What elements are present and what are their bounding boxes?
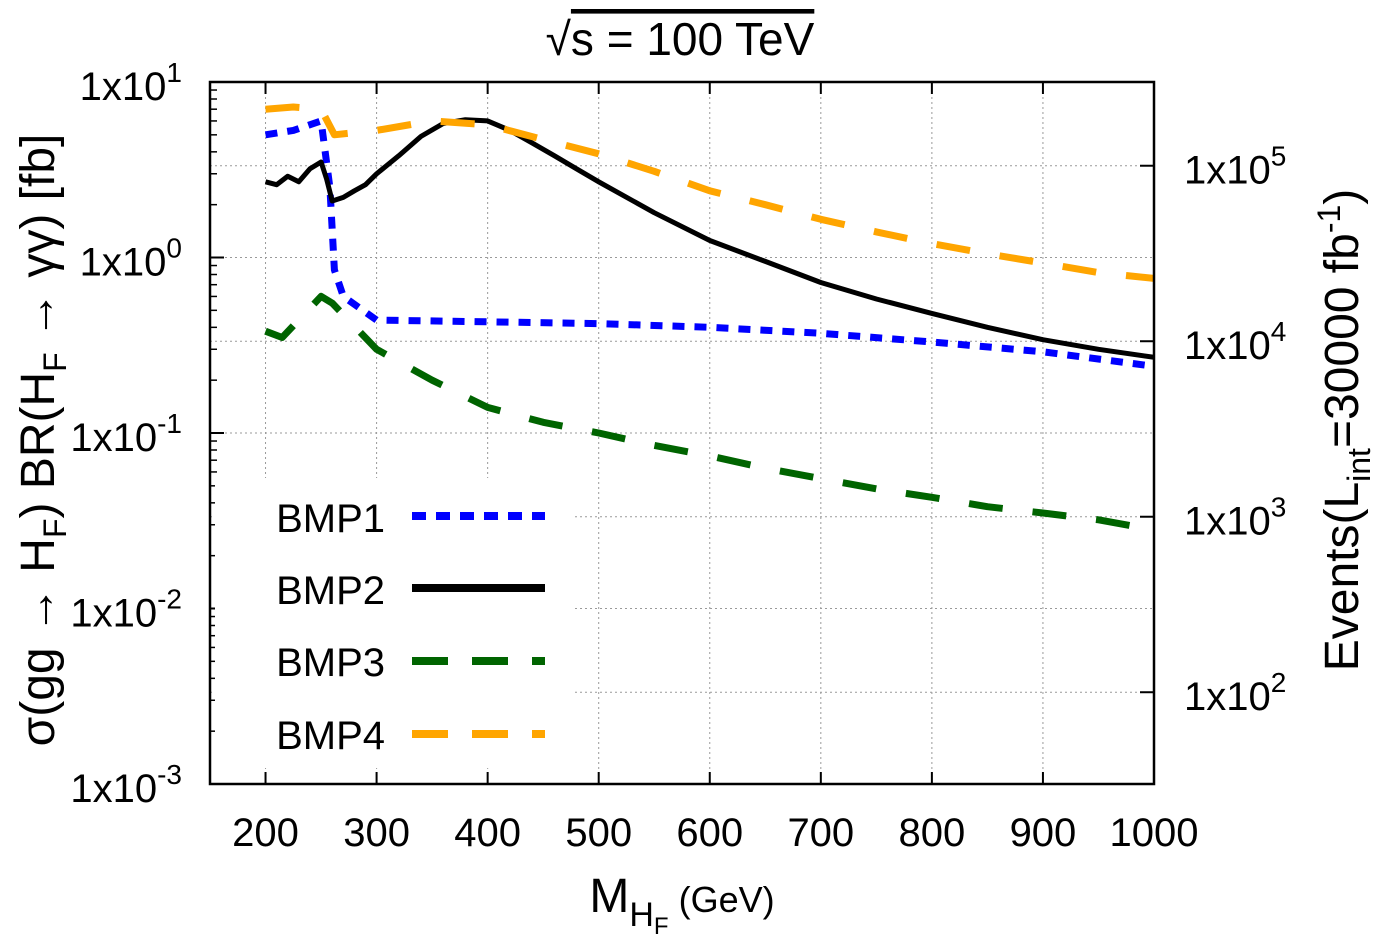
legend-item-bmp2: BMP2: [276, 569, 545, 613]
y2-tick-label: 1x103: [1184, 492, 1286, 544]
chart-title: √s = 100 TeV: [546, 13, 815, 65]
y-axis-label-left: σ(gg → HF) BR(HF → γγ) [fb]: [12, 134, 73, 747]
series-line-bmp2: [264, 117, 1154, 360]
y2-tick-label: 1x105: [1184, 141, 1286, 193]
legend-item-bmp1: BMP1: [276, 497, 545, 541]
y-tick-label: 1x100: [80, 233, 182, 285]
x-tick-label: 400: [454, 811, 521, 855]
x-tick-label: 300: [343, 811, 410, 855]
legend-background: [215, 478, 575, 768]
series-group: [264, 103, 1154, 534]
plot-frame: [208, 80, 1156, 786]
series-line-bmp1: [264, 117, 1154, 370]
x-tick-label: 800: [899, 811, 966, 855]
grid: [210, 82, 1155, 784]
y2-tick-label: 1x102: [1184, 667, 1286, 719]
x-tick-label: 600: [676, 811, 743, 855]
legend-label-bmp1: BMP1: [276, 497, 385, 541]
legend-item-bmp4: BMP4: [276, 714, 545, 758]
legend-label-bmp2: BMP2: [276, 569, 385, 613]
x-tick-label: 500: [565, 811, 632, 855]
series-line-bmp4: [265, 103, 1154, 282]
y-tick-label: 1x10-1: [70, 408, 182, 460]
legend-label-bmp3: BMP3: [276, 641, 385, 685]
x-tick-label: 200: [232, 811, 299, 855]
series-line-bmp3: [264, 292, 1154, 534]
y-tick-label: 1x10-2: [70, 584, 182, 636]
legend: BMP1 BMP2 BMP3 BMP4: [215, 478, 575, 768]
y-tick-label: 1x101: [80, 57, 182, 109]
x-tick-label: 900: [1010, 811, 1077, 855]
x-tick-label: 1000: [1110, 811, 1199, 855]
x-tick-label: 700: [787, 811, 854, 855]
y-tick-label: 1x10-3: [70, 759, 182, 811]
ticks: 200 300 400 500 600 700 800 900 1000 1x101 1x100 1x…: [70, 57, 1286, 855]
x-axis-label: MHF(GeV): [589, 870, 774, 940]
y-axis-label-right: Events(Lint=30000 fb-1): [1311, 189, 1377, 672]
legend-item-bmp3: BMP3: [276, 641, 545, 685]
legend-label-bmp4: BMP4: [276, 714, 385, 758]
y2-tick-label: 1x104: [1184, 316, 1286, 368]
